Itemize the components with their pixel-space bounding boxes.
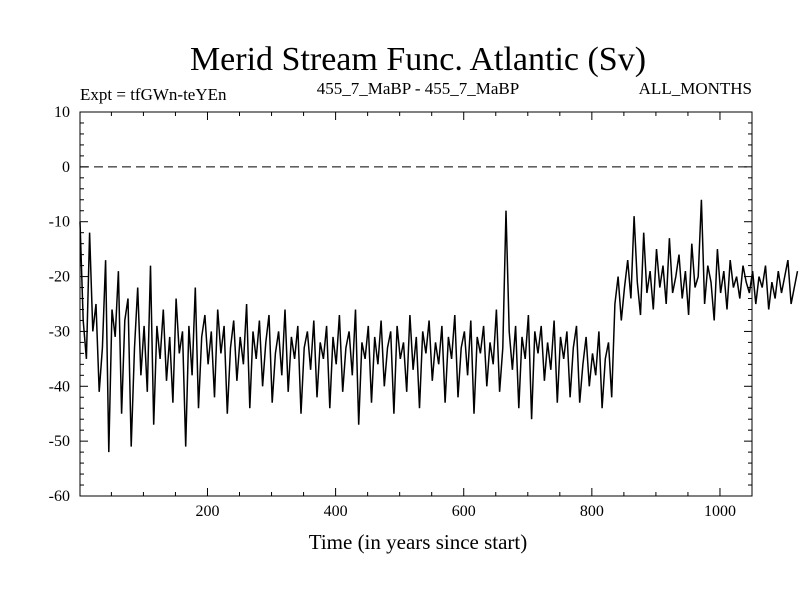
y-tick-label: -20 <box>49 269 70 286</box>
x-tick-label: 200 <box>195 503 219 520</box>
run-comparison-label: 455_7_MaBP - 455_7_MaBP <box>317 79 519 98</box>
experiment-label: Expt = tfGWn-teYEn <box>80 85 227 104</box>
x-tick-label: 800 <box>580 503 604 520</box>
y-tick-label: -10 <box>49 214 70 231</box>
x-axis: 200 400 600 800 1000 <box>110 112 753 520</box>
plot-frame <box>79 111 753 497</box>
y-tick-label: 0 <box>62 159 70 176</box>
x-tick-label: 600 <box>452 503 476 520</box>
y-tick-label: -40 <box>49 378 70 395</box>
x-tick-label: 1000 <box>704 503 736 520</box>
series-group <box>79 199 799 453</box>
months-label: ALL_MONTHS <box>639 79 752 98</box>
x-tick-label: 400 <box>324 503 348 520</box>
y-tick-label: -30 <box>49 323 70 340</box>
y-tick-label: -60 <box>49 488 70 505</box>
chart-title: Merid Stream Func. Atlantic (Sv) <box>190 41 646 78</box>
y-tick-label: -50 <box>49 433 70 450</box>
x-axis-label: Time (in years since start) <box>309 530 528 554</box>
y-axis: 10 0 -10 -20 -30 -40 -50 -60 <box>49 104 752 505</box>
series-line <box>79 199 799 453</box>
y-tick-label: 10 <box>54 104 70 121</box>
